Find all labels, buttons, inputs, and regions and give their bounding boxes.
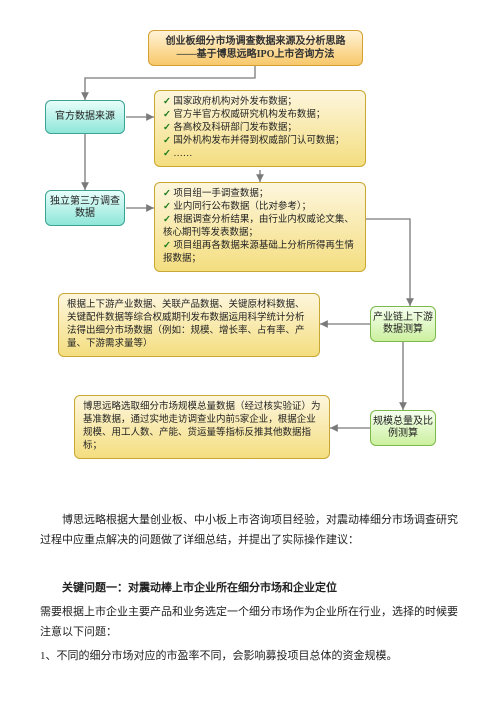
list-item: 项目组一手调查数据； (163, 188, 357, 201)
body-text: 博思远略根据大量创业板、中小板上市咨询项目经验，对震动棒细分市场调查研究过程中应… (40, 510, 460, 666)
left-node-2: 独立第三方调查数据 (45, 190, 125, 226)
paragraph-3: 1、不同的细分市场对应的市盈率不同，会影响募投项目总体的资金规模。 (40, 646, 460, 666)
big-node-4-text: 博思远略选取细分市场规模总量数据（经过核实验证）为基准数据，通过实地走访调查业内… (83, 402, 321, 451)
right-node-2-label: 规模总量及比例测算 (373, 416, 433, 440)
flowchart: 创业板细分市场调查数据来源及分析思路 ——基于博思远略IPO上市咨询方法 官方数… (40, 30, 460, 500)
page: 创业板细分市场调查数据来源及分析思路 ——基于博思远略IPO上市咨询方法 官方数… (0, 0, 500, 708)
list-item: 根据调查分析结果，由行业内权威论文集、核心期刊等发表数据； (163, 214, 357, 240)
title-node: 创业板细分市场调查数据来源及分析思路 ——基于博思远略IPO上市咨询方法 (148, 30, 363, 66)
left-node-1-label: 官方数据来源 (55, 111, 115, 123)
blank-line (40, 554, 460, 574)
right-node-2: 规模总量及比例测算 (370, 410, 436, 446)
heading-1: 关键问题一：对震动棒上市企业所在细分市场和企业定位 (40, 578, 460, 598)
big-node-4: 博思远略选取细分市场规模总量数据（经过核实验证）为基准数据，通过实地走访调查业内… (74, 395, 330, 459)
list-item: 国外机构发布并得到权威部门认可数据； (163, 135, 357, 148)
list-item: 各高校及科研部门发布数据； (163, 122, 357, 135)
paragraph-1: 博思远略根据大量创业板、中小板上市咨询项目经验，对震动棒细分市场调查研究过程中应… (40, 510, 460, 550)
big-node-3: 根据上下游产业数据、关联产品数据、关键原材料数据、关键配件数据等综合权威期刊发布… (58, 293, 320, 357)
title-line1: 创业板细分市场调查数据来源及分析思路 (155, 35, 356, 48)
big-node-2-list: 项目组一手调查数据；业内同行公布数据（比对参考）；根据调查分析结果，由行业内权威… (163, 188, 357, 266)
list-item: 项目组再各数据来源基础上分析所得再生情报数据； (163, 240, 357, 266)
title-line2: ——基于博思远略IPO上市咨询方法 (155, 48, 356, 61)
big-node-1-list: 国家政府机构对外发布数据；官方半官方权威研究机构发布数据；各高校及科研部门发布数… (163, 96, 357, 161)
big-node-2: 项目组一手调查数据；业内同行公布数据（比对参考）；根据调查分析结果，由行业内权威… (154, 182, 366, 272)
paragraph-2: 需要根据上市企业主要产品和业务选定一个细分市场作为企业所在行业，选择的时候要注意… (40, 602, 460, 642)
big-node-1: 国家政府机构对外发布数据；官方半官方权威研究机构发布数据；各高校及科研部门发布数… (154, 90, 366, 167)
big-node-3-text: 根据上下游产业数据、关联产品数据、关键原材料数据、关键配件数据等综合权威期刊发布… (67, 300, 305, 349)
right-node-1-label: 产业链上下游数据测算 (373, 312, 433, 336)
left-node-1: 官方数据来源 (45, 100, 125, 134)
list-item: 国家政府机构对外发布数据； (163, 96, 357, 109)
left-node-2-label: 独立第三方调查数据 (48, 196, 122, 220)
right-node-1: 产业链上下游数据测算 (370, 306, 436, 342)
list-item: 业内同行公布数据（比对参考）； (163, 201, 357, 214)
list-item: …… (163, 148, 357, 161)
list-item: 官方半官方权威研究机构发布数据； (163, 109, 357, 122)
